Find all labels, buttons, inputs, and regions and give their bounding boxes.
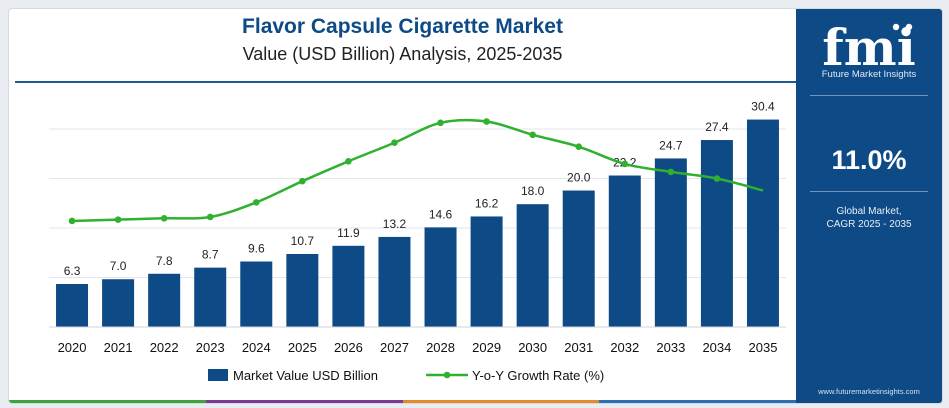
x-tick-label: 2028 <box>426 340 455 355</box>
bar-value-label: 8.7 <box>202 248 219 262</box>
x-tick-label: 2026 <box>334 340 363 355</box>
bar-value-label: 7.8 <box>156 254 173 268</box>
growth-point <box>667 168 675 176</box>
x-tick-label: 2033 <box>656 340 685 355</box>
bar-value-label: 30.4 <box>751 100 775 114</box>
legend-label-line: Y-o-Y Growth Rate (%) <box>472 368 604 383</box>
bar <box>194 267 227 327</box>
bar-value-label: 11.9 <box>337 226 360 240</box>
bar <box>56 284 89 327</box>
bar <box>516 204 549 327</box>
x-tick-label: 2024 <box>242 340 271 355</box>
cagr-label: Global Market, CAGR 2025 - 2035 <box>796 205 942 231</box>
chart-title: Flavor Capsule Cigarette Market <box>242 15 563 38</box>
bar-value-label: 20.0 <box>567 171 591 185</box>
x-tick-label: 2032 <box>610 340 639 355</box>
x-tick-label: 2034 <box>702 340 731 355</box>
bar <box>378 236 411 327</box>
bar <box>148 273 181 327</box>
cagr-label-line1: Global Market, <box>836 206 902 217</box>
chart-subtitle: Value (USD Billion) Analysis, 2025-2035 <box>242 44 563 64</box>
growth-point <box>299 177 306 185</box>
chart-panel: Flavor Capsule Cigarette Market Value (U… <box>9 9 796 403</box>
bar <box>654 158 687 327</box>
bar-value-label: 18.0 <box>521 184 545 198</box>
bar <box>608 175 641 327</box>
bar <box>424 227 457 327</box>
bar-value-label: 13.2 <box>383 217 407 231</box>
growth-point <box>483 118 490 125</box>
bar-value-label: 9.6 <box>248 241 265 255</box>
growth-point <box>575 143 583 151</box>
bar-value-label: 10.7 <box>291 234 315 248</box>
bar <box>562 190 595 327</box>
x-tick-label: 2025 <box>288 340 317 355</box>
x-tick-label: 2022 <box>150 340 179 355</box>
accent-segment <box>205 400 403 403</box>
x-tick-label: 2023 <box>196 340 225 355</box>
legend-label-bar: Market Value USD Billion <box>233 368 378 383</box>
legend-swatch-bar <box>208 369 228 381</box>
accent-segment <box>599 400 796 403</box>
bar <box>700 140 733 327</box>
cagr-label-line2: CAGR 2025 - 2035 <box>826 219 912 230</box>
legend-swatch-marker <box>443 371 451 379</box>
bar <box>470 216 503 327</box>
growth-point <box>252 199 260 206</box>
x-tick-label: 2021 <box>104 340 133 355</box>
growth-point <box>68 217 76 225</box>
bar <box>286 253 319 327</box>
header-divider <box>15 81 796 83</box>
brand-name: Future Market Insights <box>821 69 917 80</box>
x-tick-label: 2031 <box>564 340 593 355</box>
growth-point <box>621 160 629 168</box>
sidebar-divider <box>810 95 928 96</box>
bar <box>332 245 365 327</box>
growth-point <box>160 214 168 222</box>
growth-point <box>206 213 214 221</box>
growth-point <box>713 175 721 182</box>
x-tick-label: 2029 <box>472 340 501 355</box>
bar <box>102 279 135 327</box>
bar-value-label: 24.7 <box>659 138 683 152</box>
growth-line <box>71 118 764 223</box>
growth-point <box>529 131 536 139</box>
bar-value-label: 16.2 <box>475 196 499 210</box>
accent-segment <box>402 400 600 403</box>
bar-value-label: 6.3 <box>64 264 81 278</box>
website-link[interactable]: www.futuremarketinsights.com <box>818 387 920 396</box>
growth-point <box>391 139 398 147</box>
x-tick-label: 2035 <box>749 340 778 355</box>
bar <box>746 119 779 328</box>
x-tick-label: 2030 <box>518 340 547 355</box>
report-card: Flavor Capsule Cigarette Market Value (U… <box>8 8 943 404</box>
fmi-logo: fmi <box>822 18 915 77</box>
x-tick-label: 2027 <box>380 340 409 355</box>
cagr-value: 11.0% <box>831 145 907 175</box>
accent-bar <box>9 400 796 403</box>
x-tick-label: 2020 <box>58 340 87 355</box>
growth-point <box>114 216 122 223</box>
bar-value-label: 14.6 <box>429 207 453 221</box>
bar-value-label: 27.4 <box>705 120 729 134</box>
growth-point <box>437 119 444 127</box>
growth-point <box>345 157 352 165</box>
sidebar-divider <box>810 191 928 192</box>
combo-chart: 6.3 2020 7.0 2021 7.8 2022 8.7 2023 9.6 2024 10.7 2… <box>49 100 786 383</box>
bar <box>240 261 273 327</box>
accent-segment <box>9 400 206 403</box>
sidebar: fmi Future Market Insights 11.0% Global … <box>796 9 942 403</box>
bar-value-label: 7.0 <box>110 259 127 273</box>
logo-text: fmi <box>822 18 915 77</box>
